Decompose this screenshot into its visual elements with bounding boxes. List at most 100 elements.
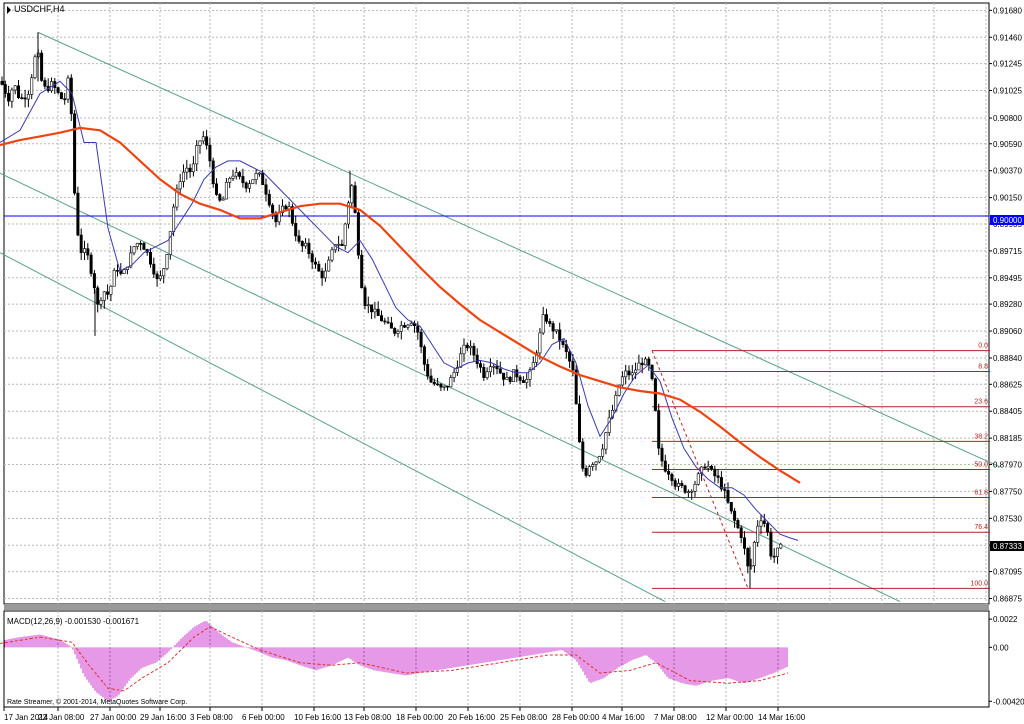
candle-body xyxy=(482,367,486,378)
candlesticks xyxy=(0,32,783,589)
candle-body xyxy=(139,243,143,245)
candle-body xyxy=(713,468,717,477)
candle-body xyxy=(244,182,248,189)
candle-body xyxy=(56,87,60,93)
candle-body xyxy=(116,269,120,272)
candle-body xyxy=(76,192,80,236)
candle-body xyxy=(79,234,83,253)
candle-body xyxy=(680,483,684,486)
ma-slow-line xyxy=(0,126,801,484)
candle-body xyxy=(568,351,572,362)
candle-body xyxy=(109,285,113,295)
candle-body xyxy=(350,185,354,204)
candle-body xyxy=(772,555,776,558)
x-tick-label: 29 Jan 16:00 xyxy=(140,713,187,722)
candle-body xyxy=(409,323,413,326)
candle-body xyxy=(379,315,383,322)
candle-body xyxy=(370,304,374,313)
fib-level-label: 76.4 xyxy=(974,524,988,531)
candle-body xyxy=(723,488,727,491)
candle-body xyxy=(492,365,496,368)
y-tick-label: 0.90800 xyxy=(993,114,1022,123)
channel-line xyxy=(0,172,901,603)
candle-body xyxy=(521,380,525,383)
fibonacci-retracement: 0.0 8.8 23.6 38.2 50.0 61.8 76.4 100.0 xyxy=(651,343,990,589)
candle-body xyxy=(762,520,766,524)
candle-body xyxy=(257,172,261,175)
candle-body xyxy=(323,270,327,279)
candle-body xyxy=(488,366,492,373)
candle-body xyxy=(290,206,294,224)
candle-body xyxy=(43,80,47,87)
fib-level-label: 23.6 xyxy=(974,399,988,406)
candle-body xyxy=(198,140,202,146)
candle-body xyxy=(208,144,212,162)
fib-level-label: 38.2 xyxy=(974,433,988,440)
candle-body xyxy=(360,254,364,289)
candle-body xyxy=(690,490,694,493)
x-tick-label: 4 Mar 16:00 xyxy=(602,713,645,722)
triangle-icon xyxy=(7,6,11,14)
footer-copyright: Rate Streamer, © 2001-2014, MetaQuotes S… xyxy=(7,698,187,706)
candle-body xyxy=(670,473,674,481)
candle-body xyxy=(660,447,664,462)
y-tick-label: 0.89715 xyxy=(993,247,1022,256)
candle-body xyxy=(99,300,103,305)
candle-body xyxy=(7,93,11,102)
candle-body xyxy=(396,331,400,334)
candle-body xyxy=(462,344,466,355)
candle-body xyxy=(700,466,704,475)
candle-body xyxy=(601,448,605,457)
candle-body xyxy=(399,325,403,332)
candle-body xyxy=(455,366,459,373)
candle-body xyxy=(607,417,611,433)
candle-body xyxy=(271,204,275,214)
candle-body xyxy=(10,89,14,102)
candle-body xyxy=(459,353,463,368)
current-price-text: 0.87333 xyxy=(993,542,1022,551)
candle-body xyxy=(376,308,380,316)
candle-body xyxy=(40,52,44,81)
candle-body xyxy=(96,287,100,305)
candle-body xyxy=(343,223,347,246)
candle-body xyxy=(640,362,644,366)
candle-body xyxy=(310,253,314,263)
x-tick-label: 7 Mar 08:00 xyxy=(654,713,697,722)
y-tick-label: 0.90150 xyxy=(993,194,1022,203)
candle-body xyxy=(683,485,687,493)
x-tick-label: 18 Feb 00:00 xyxy=(396,713,444,722)
candle-body xyxy=(185,167,189,173)
candle-body xyxy=(535,352,539,363)
candle-body xyxy=(149,251,153,265)
candle-body xyxy=(591,464,595,467)
x-tick-label: 20 Feb 16:00 xyxy=(448,713,496,722)
candle-body xyxy=(106,291,110,295)
candle-body xyxy=(558,329,562,342)
candle-body xyxy=(330,249,334,261)
y-tick-label: 0.87095 xyxy=(993,568,1022,577)
price-axis: 0.91680 0.91460 0.91245 0.91025 0.90800 0.905… xyxy=(989,6,1022,603)
candle-body xyxy=(89,254,93,274)
y-tick-label: 0.88185 xyxy=(993,434,1022,443)
candle-body xyxy=(647,358,651,366)
candle-body xyxy=(416,325,420,333)
panel-separator[interactable] xyxy=(4,604,989,610)
candle-body xyxy=(129,252,133,268)
candle-body xyxy=(337,243,341,246)
candle-body xyxy=(729,502,733,512)
y-tick-label: 0.88840 xyxy=(993,354,1022,363)
y-tick-label: 0.89280 xyxy=(993,300,1022,309)
fib-level-label: 0.0 xyxy=(978,343,988,350)
candle-body xyxy=(742,537,746,549)
candle-body xyxy=(439,383,443,388)
x-tick-label: 12 Mar 00:00 xyxy=(706,713,754,722)
candle-body xyxy=(577,403,581,443)
candle-body xyxy=(0,81,4,85)
candle-body xyxy=(277,212,281,223)
candle-body xyxy=(383,320,387,323)
candle-body xyxy=(561,340,565,345)
candle-body xyxy=(478,363,482,368)
candle-body xyxy=(445,385,449,388)
candle-body xyxy=(264,184,268,195)
